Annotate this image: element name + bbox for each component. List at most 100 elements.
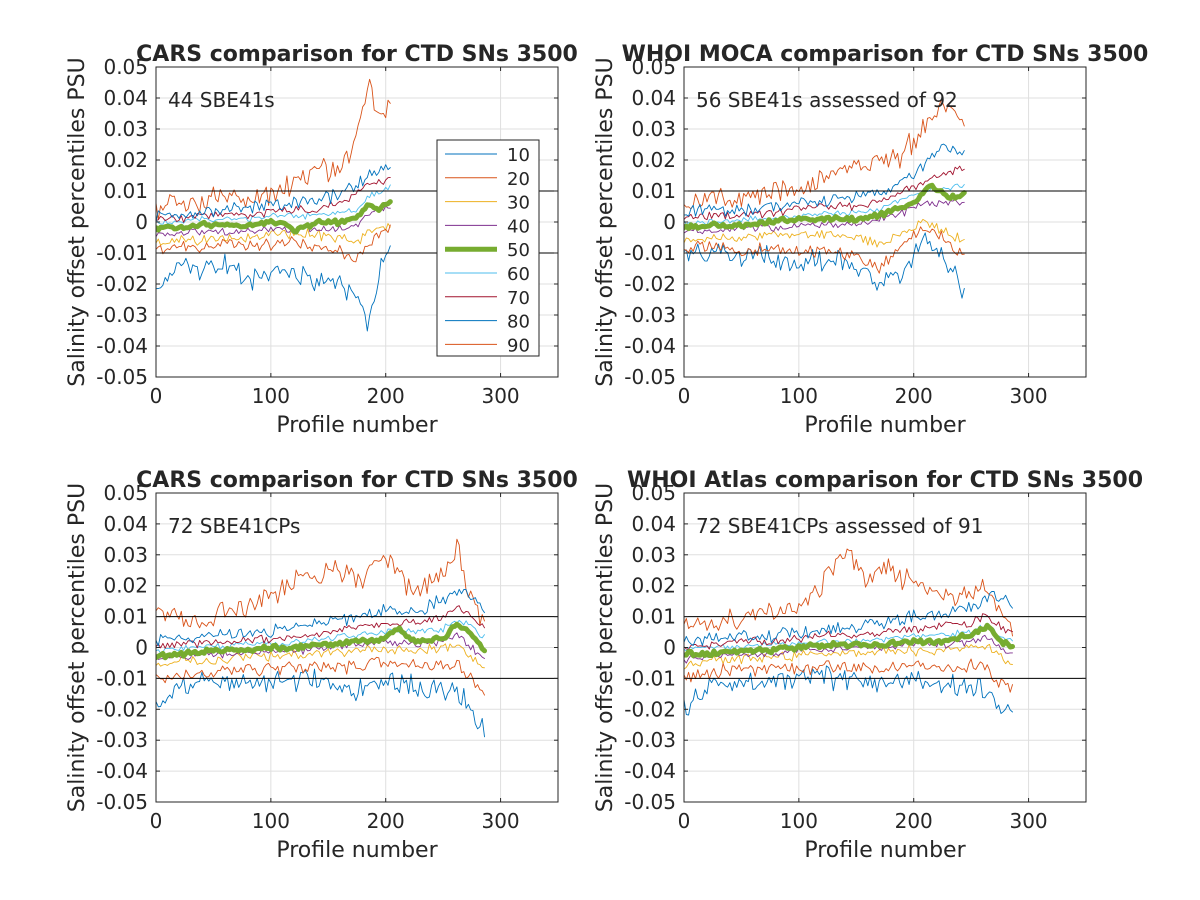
series-line-p30 bbox=[684, 643, 1013, 670]
y-axis-label: Salinity offset percentiles PSU bbox=[593, 57, 618, 386]
x-tick-label: 0 bbox=[150, 809, 163, 833]
series-line-p60 bbox=[684, 183, 965, 226]
y-tick-label: 0.04 bbox=[631, 512, 676, 536]
y-tick-label: -0.02 bbox=[96, 272, 148, 296]
x-axis-label: Profile number bbox=[804, 413, 966, 438]
series-line-p70 bbox=[156, 605, 485, 649]
series-line-p10 bbox=[156, 245, 391, 332]
x-tick-label: 300 bbox=[481, 809, 519, 833]
legend-label-70: 70 bbox=[507, 288, 530, 309]
series-line-p20 bbox=[156, 538, 485, 629]
y-tick-label: -0.05 bbox=[96, 790, 148, 814]
series-group bbox=[684, 99, 967, 299]
x-axis-label: Profile number bbox=[276, 838, 438, 863]
x-tick-label: 200 bbox=[895, 809, 933, 833]
series-line-p30 bbox=[156, 643, 485, 669]
y-tick-label: -0.03 bbox=[624, 728, 676, 752]
series-line-p20 bbox=[684, 548, 1013, 637]
y-tick-label: -0.02 bbox=[624, 272, 676, 296]
x-tick-label: 100 bbox=[252, 809, 290, 833]
series-line-p50 bbox=[684, 182, 967, 232]
y-axis-label: Salinity offset percentiles PSU bbox=[593, 483, 618, 812]
y-tick-label: -0.01 bbox=[96, 666, 148, 690]
series-line-p20 bbox=[156, 78, 391, 221]
series-group bbox=[156, 538, 487, 738]
y-tick-label: 0.01 bbox=[103, 605, 148, 629]
series-line-p30 bbox=[684, 218, 965, 248]
subplot-4: 0 100 200 300 -0.05 -0.04 -0.03 -0.02 -0.01 0 0.01… bbox=[593, 468, 1143, 863]
y-tick-label: 0.03 bbox=[103, 543, 148, 567]
legend-label-50: 50 bbox=[507, 240, 530, 261]
x-tick-label: 100 bbox=[252, 384, 290, 408]
y-tick-label: 0.02 bbox=[103, 148, 148, 172]
y-tick-label: -0.02 bbox=[624, 697, 676, 721]
y-tick-label: -0.04 bbox=[624, 334, 676, 358]
y-tick-label: 0.05 bbox=[103, 55, 148, 79]
series-line-p10 bbox=[684, 232, 965, 299]
series-line-p50 bbox=[684, 622, 1015, 659]
legend-label-60: 60 bbox=[507, 264, 530, 285]
x-tick-label: 200 bbox=[367, 384, 405, 408]
y-tick-label: 0.01 bbox=[103, 179, 148, 203]
series-line-p40 bbox=[156, 205, 391, 238]
series-group bbox=[684, 548, 1015, 716]
chart-annotation: 44 SBE41s bbox=[168, 88, 275, 112]
x-tick-label: 100 bbox=[780, 384, 818, 408]
y-tick-label: -0.01 bbox=[96, 241, 148, 265]
legend-label-10: 10 bbox=[507, 145, 530, 166]
series-line-p90 bbox=[684, 226, 965, 274]
y-tick-label: -0.05 bbox=[624, 365, 676, 389]
series-line-p90 bbox=[156, 224, 391, 263]
chart-annotation: 72 SBE41CPs assessed of 91 bbox=[696, 514, 983, 538]
chart-title: CARS comparison for CTD SNs 3500 bbox=[136, 468, 578, 493]
x-tick-label: 0 bbox=[150, 384, 163, 408]
legend-label-90: 90 bbox=[507, 335, 530, 356]
series-line-p60 bbox=[684, 624, 1013, 652]
x-tick-label: 300 bbox=[1009, 809, 1047, 833]
y-tick-label: 0.05 bbox=[631, 481, 676, 505]
y-tick-label: 0 bbox=[663, 636, 676, 660]
series-line-p60 bbox=[156, 184, 391, 225]
series-line-p20 bbox=[684, 99, 965, 210]
chart-annotation: 56 SBE41s assessed of 92 bbox=[696, 88, 958, 112]
series-line-p80 bbox=[156, 588, 485, 647]
y-tick-label: 0.01 bbox=[631, 605, 676, 629]
y-tick-label: -0.04 bbox=[624, 759, 676, 783]
series-group bbox=[156, 78, 393, 332]
legend-label-30: 30 bbox=[507, 193, 530, 214]
y-tick-label: 0.04 bbox=[631, 86, 676, 110]
y-tick-label: -0.03 bbox=[96, 728, 148, 752]
y-tick-label: -0.04 bbox=[96, 759, 148, 783]
y-axis-label: Salinity offset percentiles PSU bbox=[65, 57, 90, 386]
series-line-p70 bbox=[684, 165, 965, 221]
y-tick-label: 0.03 bbox=[631, 543, 676, 567]
y-tick-label: 0.03 bbox=[631, 117, 676, 141]
series-line-p10 bbox=[684, 665, 1013, 716]
legend-label-80: 80 bbox=[507, 312, 530, 333]
y-tick-label: -0.01 bbox=[624, 241, 676, 265]
y-tick-label: -0.05 bbox=[96, 365, 148, 389]
x-tick-label: 100 bbox=[780, 809, 818, 833]
series-line-p90 bbox=[684, 658, 1013, 693]
x-tick-label: 0 bbox=[678, 809, 691, 833]
series-line-p50 bbox=[156, 621, 487, 661]
series-line-p80 bbox=[684, 590, 1013, 646]
y-tick-label: -0.03 bbox=[624, 303, 676, 327]
series-line-p40 bbox=[684, 199, 965, 235]
y-tick-label: -0.01 bbox=[624, 666, 676, 690]
x-tick-label: 300 bbox=[1009, 384, 1047, 408]
y-tick-label: -0.04 bbox=[96, 334, 148, 358]
y-tick-label: -0.05 bbox=[624, 790, 676, 814]
y-tick-label: 0.04 bbox=[103, 86, 148, 110]
x-tick-label: 300 bbox=[481, 384, 519, 408]
x-axis-label: Profile number bbox=[804, 838, 966, 863]
y-tick-label: 0.04 bbox=[103, 512, 148, 536]
y-tick-label: -0.02 bbox=[96, 697, 148, 721]
x-tick-label: 0 bbox=[678, 384, 691, 408]
legend-label-20: 20 bbox=[507, 169, 530, 190]
y-tick-label: 0.02 bbox=[103, 574, 148, 598]
y-tick-label: 0.05 bbox=[631, 55, 676, 79]
y-tick-label: 0.02 bbox=[631, 148, 676, 172]
